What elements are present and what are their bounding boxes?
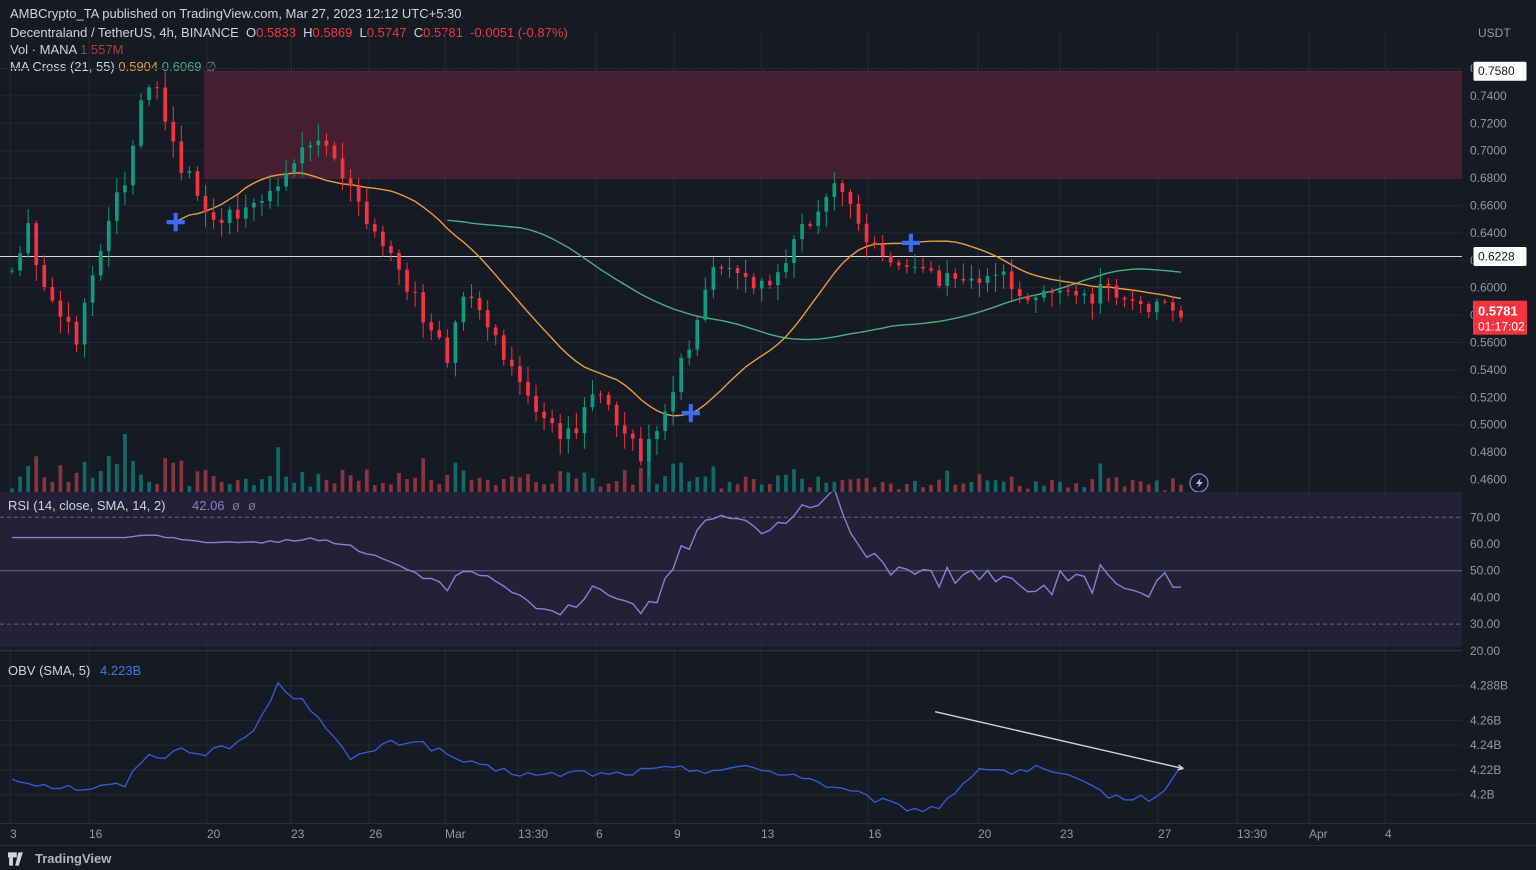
svg-text:0.6400: 0.6400 (1470, 226, 1507, 240)
svg-text:0.7000: 0.7000 (1470, 144, 1507, 158)
svg-text:16: 16 (89, 827, 103, 841)
svg-text:16: 16 (868, 827, 882, 841)
svg-text:Mar: Mar (445, 827, 466, 841)
svg-text:4.288B: 4.288B (1470, 679, 1508, 693)
svg-text:50.00: 50.00 (1470, 564, 1500, 578)
svg-text:4.24B: 4.24B (1470, 738, 1501, 752)
svg-text:20: 20 (978, 827, 992, 841)
svg-text:23: 23 (291, 827, 305, 841)
svg-text:4.2B: 4.2B (1470, 788, 1495, 802)
svg-text:0.5600: 0.5600 (1470, 336, 1507, 350)
svg-text:0.6800: 0.6800 (1470, 171, 1507, 185)
svg-text:23: 23 (1060, 827, 1074, 841)
svg-text:4.223B: 4.223B (100, 663, 141, 678)
svg-text:0.6228: 0.6228 (1478, 249, 1515, 263)
svg-text:60.00: 60.00 (1470, 537, 1500, 551)
svg-text:20.00: 20.00 (1470, 644, 1500, 657)
svg-text:30.00: 30.00 (1470, 617, 1500, 631)
svg-text:4: 4 (1385, 827, 1392, 841)
svg-text:20: 20 (207, 827, 221, 841)
svg-text:0.7400: 0.7400 (1470, 89, 1507, 103)
svg-text:13:30: 13:30 (1237, 827, 1267, 841)
svg-text:4.22B: 4.22B (1470, 763, 1501, 777)
svg-text:13:30: 13:30 (518, 827, 548, 841)
svg-text:70.00: 70.00 (1470, 510, 1500, 524)
svg-text:0.5781: 0.5781 (1478, 304, 1518, 319)
svg-text:ø: ø (248, 498, 256, 513)
svg-text:OBV (SMA, 5): OBV (SMA, 5) (8, 663, 90, 678)
svg-text:0.7580: 0.7580 (1478, 64, 1515, 78)
svg-text:RSI (14, close, SMA, 14, 2): RSI (14, close, SMA, 14, 2) (8, 498, 166, 513)
svg-text:13: 13 (761, 827, 775, 841)
svg-text:6: 6 (596, 827, 603, 841)
svg-text:Apr: Apr (1309, 827, 1328, 841)
svg-text:0.6000: 0.6000 (1470, 281, 1507, 295)
svg-text:27: 27 (1158, 827, 1172, 841)
svg-text:9: 9 (674, 827, 681, 841)
svg-text:ø: ø (232, 498, 240, 513)
svg-text:0.6600: 0.6600 (1470, 199, 1507, 213)
svg-text:0.5200: 0.5200 (1470, 390, 1507, 404)
svg-text:0.5400: 0.5400 (1470, 363, 1507, 377)
svg-text:0.4800: 0.4800 (1470, 445, 1507, 459)
svg-text:26: 26 (369, 827, 383, 841)
svg-text:0.4600: 0.4600 (1470, 473, 1507, 487)
svg-text:3: 3 (10, 827, 17, 841)
svg-text:40.00: 40.00 (1470, 590, 1500, 604)
svg-text:42.06: 42.06 (192, 498, 225, 513)
svg-text:0.5000: 0.5000 (1470, 418, 1507, 432)
svg-text:01:17:02: 01:17:02 (1478, 320, 1525, 334)
svg-text:4.26B: 4.26B (1470, 713, 1501, 727)
svg-text:0.7200: 0.7200 (1470, 116, 1507, 130)
